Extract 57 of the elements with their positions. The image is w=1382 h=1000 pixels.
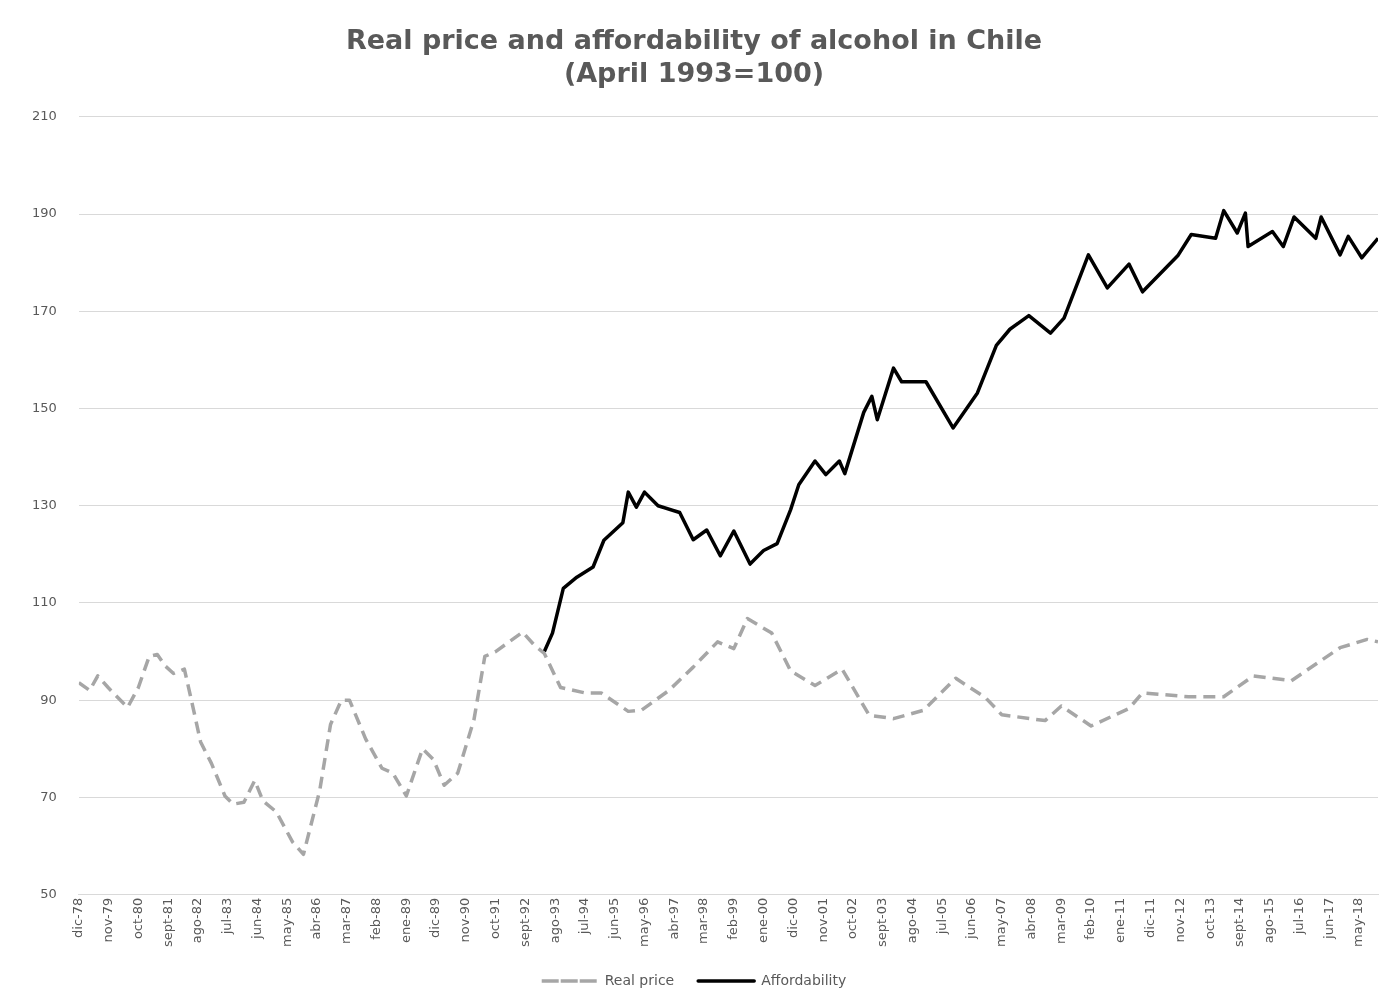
x-tick-label: dic-11: [1142, 897, 1158, 938]
x-tick-label: ene-11: [1112, 897, 1128, 944]
x-tick-label: dic-89: [427, 897, 443, 938]
x-tick-label: dic-78: [70, 897, 86, 938]
x-tick-label: abr-97: [665, 897, 681, 940]
x-tick-label: mar-09: [1052, 897, 1068, 945]
x-tick-label: feb-88: [367, 897, 383, 940]
x-tick-label: mar-87: [338, 897, 354, 945]
legend-label: Real price: [604, 971, 675, 988]
x-tick-label: sept-92: [516, 897, 532, 948]
y-tick-label: 150: [31, 399, 57, 415]
x-tick-label: nov-01: [814, 897, 830, 943]
y-tick-label: 50: [40, 886, 57, 902]
x-tick-label: ene-00: [754, 897, 770, 944]
x-tick-label: jun-84: [248, 897, 264, 940]
y-tick-label: 70: [40, 788, 57, 804]
x-tick-label: may-07: [993, 897, 1009, 947]
x-tick-label: oct-91: [487, 897, 503, 940]
x-tick-label: sept-03: [874, 897, 890, 948]
x-tick-label: jun-17: [1320, 897, 1336, 940]
x-tick-label: oct-02: [844, 897, 860, 940]
y-tick-label: 90: [40, 691, 57, 707]
x-tick-label: ago-82: [189, 897, 205, 944]
x-tick-label: jul-16: [1290, 897, 1306, 936]
x-tick-label: nov-79: [99, 897, 115, 943]
x-tick-label: feb-99: [725, 897, 741, 940]
x-tick-label: may-85: [278, 897, 294, 947]
y-tick-label: 210: [31, 108, 57, 124]
x-tick-label: sept-81: [159, 897, 175, 948]
y-tick-label: 110: [31, 594, 57, 610]
x-tick-label: oct-80: [129, 897, 145, 940]
x-tick-label: nov-90: [457, 897, 473, 943]
x-tick-label: ago-04: [903, 897, 919, 944]
x-tick-label: abr-08: [1022, 897, 1038, 940]
legend-label: Affordability: [761, 971, 847, 988]
x-tick-label: abr-86: [308, 897, 324, 940]
x-tick-label: ene-89: [397, 897, 413, 944]
x-tick-label: jun-06: [963, 897, 979, 940]
line-series: [78, 616, 1378, 857]
y-tick-label: 130: [31, 497, 57, 513]
x-tick-label: may-96: [635, 897, 651, 947]
x-tick-label: jul-05: [933, 897, 949, 936]
x-tick-label: may-18: [1350, 897, 1366, 947]
x-tick-label: jul-83: [219, 897, 235, 936]
y-tick-label: 170: [31, 302, 57, 318]
x-tick-label: jun-95: [606, 897, 622, 940]
x-tick-label: ago-93: [546, 897, 562, 944]
x-tick-label: nov-12: [1171, 897, 1187, 943]
x-tick-label: feb-10: [1082, 897, 1098, 940]
y-tick-label: 190: [31, 205, 57, 221]
x-tick-label: ago-15: [1261, 897, 1277, 944]
x-tick-label: oct-13: [1201, 897, 1217, 940]
x-tick-label: dic-00: [784, 897, 800, 938]
chart-title: Real price and affordability of alcohol in Chile (April 1993=100): [345, 24, 1043, 88]
x-tick-label: mar-98: [695, 897, 711, 945]
x-tick-label: jul-94: [576, 897, 592, 936]
x-tick-label: sept-14: [1231, 897, 1247, 948]
